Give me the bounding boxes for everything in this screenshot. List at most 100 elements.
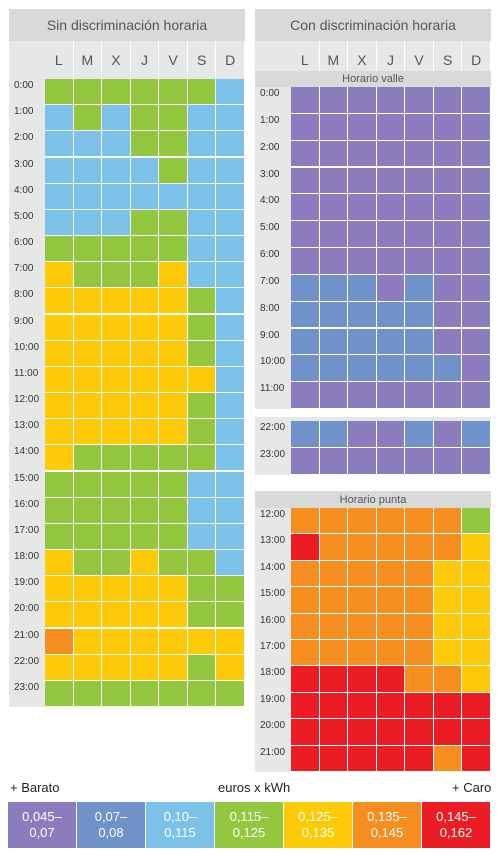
price-cell — [348, 140, 377, 168]
legend-range-end: 0,07 — [29, 825, 55, 840]
price-cell — [433, 560, 463, 588]
legend-range-start: 0,125– — [298, 809, 338, 824]
price-cell — [405, 560, 434, 588]
hour-label: 18:00 — [14, 551, 40, 562]
price-cell — [73, 209, 103, 236]
price-cell — [319, 534, 349, 561]
price-cell — [187, 602, 217, 629]
price-cell — [433, 274, 463, 302]
price-cell — [348, 587, 377, 614]
hour-label: 16:00 — [260, 614, 286, 626]
price-cell — [405, 140, 434, 168]
price-cell — [291, 613, 320, 640]
hour-label: 4:00 — [14, 184, 34, 196]
price-cell — [159, 157, 188, 184]
price-cell — [73, 236, 103, 263]
price-cell — [462, 640, 491, 667]
price-cell — [216, 236, 245, 263]
price-cell — [102, 366, 131, 393]
day-header-S: S — [187, 41, 216, 79]
price-cell — [187, 576, 217, 603]
price-cell — [319, 640, 349, 667]
price-cell — [73, 602, 103, 629]
price-cell — [348, 355, 377, 383]
price-cell — [73, 288, 103, 315]
legend-range-end: 0,125 — [232, 825, 266, 840]
price-cell — [45, 262, 74, 289]
price-cell — [291, 167, 320, 195]
price-cell — [159, 445, 188, 472]
price-cell — [405, 640, 434, 667]
price-cell — [462, 194, 491, 222]
legend-unit-label: euros x kWh — [218, 780, 291, 795]
hour-label: 20:00 — [14, 603, 40, 615]
price-cell — [291, 560, 320, 588]
price-cell — [291, 248, 320, 275]
price-cell — [433, 301, 463, 329]
price-cell — [376, 301, 406, 329]
hour-label: 0:00 — [14, 80, 34, 91]
price-cell — [291, 87, 320, 114]
price-cell — [462, 421, 491, 448]
legend-range-end: 0,145 — [370, 825, 404, 840]
hour-label: 14:00 — [14, 446, 40, 458]
price-cell — [291, 448, 320, 475]
price-cell — [405, 301, 434, 329]
price-cell — [319, 301, 349, 329]
price-cell — [376, 613, 406, 640]
price-cell — [291, 301, 320, 329]
price-cell — [45, 471, 74, 498]
price-cell — [130, 340, 160, 367]
price-cell — [216, 628, 245, 655]
price-cell — [348, 221, 377, 248]
price-cell — [319, 560, 349, 588]
price-cell — [187, 236, 217, 263]
price-cell — [159, 602, 188, 629]
price-cell — [319, 508, 349, 535]
price-cell — [216, 393, 245, 420]
price-cell — [462, 692, 491, 720]
price-cell — [433, 140, 463, 168]
hour-label: 22:00 — [14, 655, 40, 667]
price-cell — [433, 719, 463, 746]
price-cell — [159, 105, 188, 132]
hour-label: 5:00 — [260, 222, 280, 234]
hour-label: 3:00 — [14, 158, 34, 170]
price-cell — [159, 654, 188, 681]
price-cell — [319, 692, 349, 720]
price-legend: 0,045– 0,07 0,07– 0,08 0,10– 0,115 0,115– 0,125… — [8, 802, 491, 848]
hour-label: 11:00 — [260, 383, 285, 395]
day-header-D: D — [216, 41, 244, 79]
price-cell — [130, 445, 160, 472]
price-cell — [433, 248, 463, 275]
price-cell — [348, 113, 377, 141]
price-cell — [462, 221, 491, 248]
price-cell — [130, 131, 160, 158]
price-cell — [130, 105, 160, 132]
price-cell — [216, 523, 245, 550]
left-hour-column — [9, 79, 45, 707]
price-cell — [216, 366, 245, 393]
price-cell — [376, 194, 406, 222]
price-cell — [159, 393, 188, 420]
price-cell — [102, 131, 131, 158]
price-cell — [159, 523, 188, 550]
price-cell — [462, 274, 491, 302]
price-cell — [102, 262, 131, 289]
price-cell — [130, 209, 160, 236]
legend-range-start: 0,10– — [163, 809, 197, 824]
price-cell — [130, 654, 160, 681]
price-cell — [291, 113, 320, 141]
price-cell — [102, 157, 131, 184]
valle-subtitle: Horario valle — [255, 71, 491, 87]
price-cell — [159, 288, 188, 315]
price-cell — [45, 654, 74, 681]
price-cell — [187, 340, 217, 367]
price-cell — [187, 105, 217, 132]
price-cell — [462, 301, 491, 329]
legend-range-start: 0,045– — [22, 809, 62, 824]
hour-label: 13:00 — [260, 535, 286, 547]
legend-range-end: 0,135 — [301, 825, 335, 840]
price-cell — [291, 508, 320, 535]
price-cell — [73, 654, 103, 681]
